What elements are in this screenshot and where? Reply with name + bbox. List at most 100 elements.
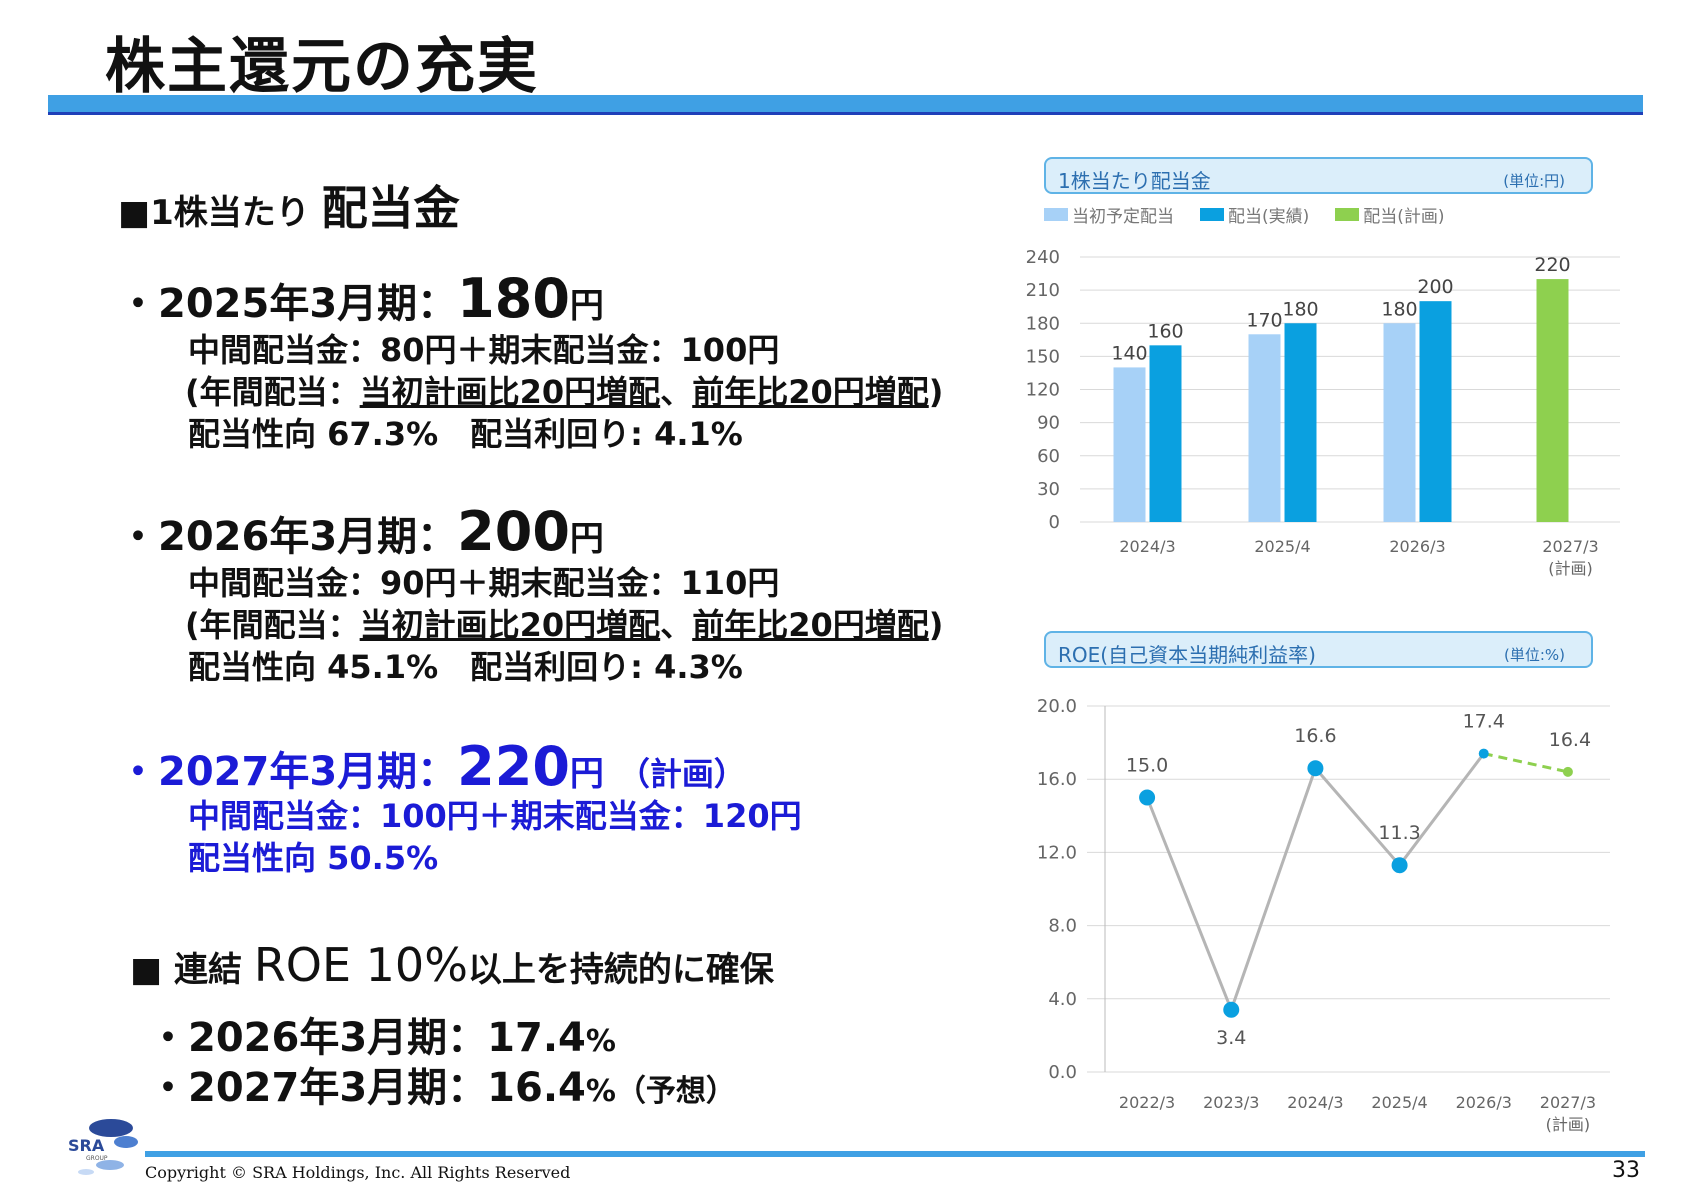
period-label: ・2026年3月期： — [118, 514, 458, 560]
legend-label: 配当(実績) — [1228, 207, 1310, 227]
y-tick-label: 210 — [1026, 280, 1060, 301]
bar-value-label: 180 — [1282, 298, 1318, 320]
x-tick-label: 2027/3 — [1540, 1093, 1596, 1112]
x-tick-label: 2027/3 — [1542, 537, 1598, 556]
logo-text: SRA — [68, 1136, 105, 1155]
dividend-2027-heading: ・2027年3月期：220円 （計画） — [118, 740, 746, 794]
x-tick-label: 2026/3 — [1456, 1093, 1512, 1112]
increase-vs-plan: 当初計画比20円増配 — [359, 606, 661, 644]
increase-vs-plan: 当初計画比20円増配 — [359, 373, 661, 411]
page-number: 33 — [1612, 1158, 1640, 1183]
x-tick-label: 2026/3 — [1389, 537, 1445, 556]
x-tick-label: 2023/3 — [1203, 1093, 1259, 1112]
dividend-bar-chart: 03060901201501802102401401602024/3170180… — [1026, 247, 1620, 578]
dividend-2027-ratios: 配当性向 50.5% — [188, 839, 439, 877]
roe-plan-line — [1483, 752, 1569, 774]
increase-vs-prev: 前年比20円増配 — [692, 373, 929, 411]
title-underline-rule — [48, 112, 1643, 115]
y-tick-label: 60 — [1037, 446, 1060, 467]
roe-heading-target: ROE 10% — [253, 938, 468, 992]
bar-value-label: 220 — [1534, 254, 1570, 276]
y-tick-label: 180 — [1026, 313, 1060, 334]
data-point — [1478, 748, 1489, 759]
roe-line-chart: 0.0 4.0 8.0 12.0 16.0 20.0 15.0 2022/3 3.4 2023/3… — [1037, 696, 1610, 1134]
bar-value-label: 200 — [1417, 276, 1453, 298]
chart-unit: (単位:円) — [1503, 172, 1565, 190]
roe-heading-prefix: ■ 連結 — [130, 950, 242, 990]
x-tick-sublabel: (計画) — [1546, 1115, 1591, 1134]
dividend-heading-main: 配当金 — [321, 181, 460, 235]
data-point — [1139, 789, 1156, 806]
y-tick-label: 0 — [1049, 512, 1060, 533]
bar-value-label: 180 — [1381, 298, 1417, 320]
roe-heading-suffix: 以上を持続的に確保 — [467, 950, 774, 990]
footer-rule — [145, 1151, 1645, 1157]
bar — [1536, 279, 1569, 522]
point-value-label: 16.4 — [1549, 729, 1591, 751]
y-tick-label: 0.0 — [1048, 1062, 1077, 1083]
dividend-unit: 円 — [569, 754, 604, 794]
x-tick-label: 2025/4 — [1371, 1093, 1427, 1112]
bar — [1284, 323, 1317, 522]
legend-swatch — [1044, 208, 1068, 221]
increase-vs-prev: 前年比20円増配 — [692, 606, 929, 644]
dividend-heading: ■1株当たり 配当金 — [118, 172, 460, 238]
y-tick-label: 16.0 — [1037, 769, 1077, 790]
period-label: ・2027年3月期： — [118, 749, 458, 795]
data-point — [1391, 857, 1408, 874]
legend-swatch — [1335, 208, 1360, 221]
y-tick-label: 120 — [1026, 380, 1060, 401]
dividend-2025-increase: (年間配当：当初計画比20円増配、前年比20円増配) — [185, 376, 943, 408]
data-point — [1307, 760, 1324, 777]
dividend-chart-header: 1株当たり配当金 (単位:円) — [1044, 157, 1593, 194]
y-tick-label: 90 — [1037, 413, 1060, 434]
legend-label: 当初予定配当 — [1072, 207, 1174, 227]
bar-value-label: 160 — [1147, 320, 1183, 342]
roe-actual-line — [1145, 752, 1485, 1015]
increase-prefix: (年間配当： — [185, 373, 360, 411]
point-value-label: 16.6 — [1294, 725, 1336, 747]
y-tick-label: 8.0 — [1048, 916, 1077, 937]
roe-2026: ・2026年3月期：17.4% — [148, 1018, 616, 1058]
roe-value: ・2027年3月期：16.4 — [148, 1065, 586, 1111]
increase-suffix: ) — [928, 373, 944, 411]
bar-value-label: 140 — [1111, 342, 1147, 364]
roe-2027: ・2027年3月期：16.4%（予想） — [148, 1068, 736, 1108]
dividend-unit: 円 — [569, 286, 604, 326]
roe-value: ・2026年3月期：17.4 — [148, 1015, 586, 1061]
y-tick-label: 4.0 — [1048, 989, 1077, 1010]
point-value-label: 17.4 — [1463, 711, 1505, 733]
bar — [1383, 323, 1416, 522]
chart-title: ROE(自己資本当期純利益率) — [1058, 643, 1316, 667]
dividend-2026-breakdown: 中間配当金：90円＋期末配当金：110円 — [188, 564, 780, 602]
chart-unit: (単位:%) — [1503, 646, 1565, 664]
x-tick-label: 2024/3 — [1287, 1093, 1343, 1112]
bar — [1149, 345, 1182, 522]
dividend-amount: 180 — [457, 267, 570, 330]
point-value-label: 3.4 — [1216, 1027, 1246, 1049]
y-tick-label: 12.0 — [1037, 842, 1077, 863]
copyright: Copyright © SRA Holdings, Inc. All Right… — [145, 1163, 571, 1182]
data-point — [1223, 1001, 1240, 1018]
period-label: ・2025年3月期： — [118, 281, 458, 327]
bar — [1248, 334, 1281, 522]
y-tick-label: 20.0 — [1037, 696, 1077, 717]
dividend-heading-prefix: ■1株当たり — [118, 193, 310, 233]
dividend-2026-heading: ・2026年3月期：200円 — [118, 505, 604, 559]
dividend-amount: 220 — [457, 735, 570, 798]
x-tick-label: 2025/4 — [1254, 537, 1310, 556]
x-tick-label: 2024/3 — [1119, 537, 1175, 556]
roe-unit: %（予想） — [585, 1074, 736, 1109]
page-title: 株主還元の充実 — [105, 32, 539, 102]
dividend-2025-heading: ・2025年3月期：180円 — [118, 272, 604, 326]
dividend-amount: 200 — [457, 500, 570, 563]
increase-separator: 、 — [660, 373, 693, 411]
dividend-2026-increase: (年間配当：当初計画比20円増配、前年比20円増配) — [185, 609, 943, 641]
data-point — [1562, 766, 1573, 777]
x-tick-sublabel: (計画) — [1548, 559, 1593, 578]
y-tick-label: 240 — [1026, 247, 1060, 268]
bar — [1113, 367, 1146, 522]
logo-subtext: GROUP — [86, 1155, 108, 1162]
y-tick-label: 30 — [1037, 479, 1060, 500]
increase-separator: 、 — [660, 606, 693, 644]
